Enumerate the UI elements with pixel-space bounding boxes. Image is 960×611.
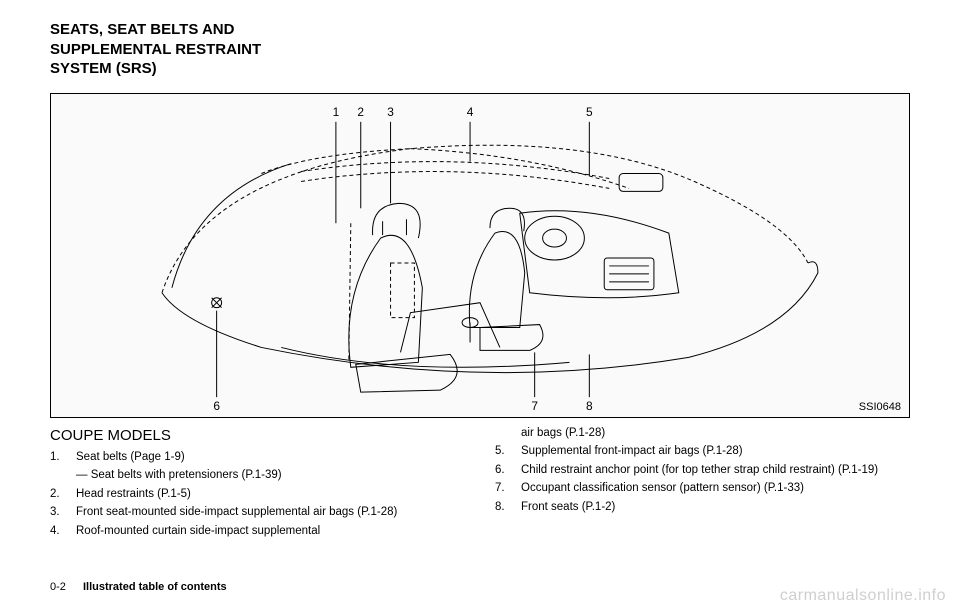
content-columns: COUPE MODELS 1. Seat belts (Page 1-9) — …	[50, 426, 910, 543]
list-item: 7. Occupant classification sensor (patte…	[495, 481, 910, 497]
callout-6: 6	[213, 399, 220, 413]
item-number: 4.	[50, 524, 76, 540]
diagram-container: 1 2 3 4 5 6 7 8 SSI0648	[50, 93, 910, 418]
list-item: 2. Head restraints (P.1-5)	[50, 487, 465, 503]
section-title: COUPE MODELS	[50, 426, 465, 446]
page-number: 0-2	[50, 581, 66, 593]
callout-3: 3	[387, 104, 394, 118]
car-interior-diagram: 1 2 3 4 5 6 7 8	[51, 94, 909, 417]
item-number: 3.	[50, 505, 76, 521]
page-header: SEATS, SEAT BELTS AND SUPPLEMENTAL RESTR…	[50, 20, 910, 79]
item-number: 5.	[495, 444, 521, 460]
callout-8: 8	[586, 399, 593, 413]
list-item: 8. Front seats (P.1-2)	[495, 500, 910, 516]
item-number: 8.	[495, 500, 521, 516]
item-number: 2.	[50, 487, 76, 503]
figure-id: SSI0648	[859, 401, 901, 413]
item-text: Occupant classification sensor (pattern …	[521, 481, 804, 497]
header-line-2: SUPPLEMENTAL RESTRAINT	[50, 40, 910, 60]
item-text: Front seats (P.1-2)	[521, 500, 615, 516]
item-text: Seat belts (Page 1-9)	[76, 450, 185, 466]
header-line-1: SEATS, SEAT BELTS AND	[50, 20, 910, 40]
continuation-text: air bags (P.1-28)	[495, 426, 910, 442]
list-item: 3. Front seat-mounted side-impact supple…	[50, 505, 465, 521]
sub-item: — Seat belts with pretensioners (P.1-39)	[50, 468, 465, 484]
callout-7: 7	[531, 399, 538, 413]
list-item: 1. Seat belts (Page 1-9)	[50, 450, 465, 466]
footer-section: Illustrated table of contents	[83, 581, 227, 593]
callout-4: 4	[467, 104, 474, 118]
item-number: 1.	[50, 450, 76, 466]
item-text: Roof-mounted curtain side-impact supplem…	[76, 524, 320, 540]
callout-5: 5	[586, 104, 593, 118]
watermark: carmanualsonline.info	[780, 587, 946, 605]
list-item: 4. Roof-mounted curtain side-impact supp…	[50, 524, 465, 540]
item-text: Head restraints (P.1-5)	[76, 487, 191, 503]
list-item: 5. Supplemental front-impact air bags (P…	[495, 444, 910, 460]
page-footer: 0-2 Illustrated table of contents	[50, 581, 227, 593]
item-number: 6.	[495, 463, 521, 479]
left-column: COUPE MODELS 1. Seat belts (Page 1-9) — …	[50, 426, 465, 543]
header-line-3: SYSTEM (SRS)	[50, 59, 910, 79]
item-text: Front seat-mounted side-impact supplemen…	[76, 505, 397, 521]
callout-2: 2	[357, 104, 364, 118]
item-text: Supplemental front-impact air bags (P.1-…	[521, 444, 743, 460]
right-column: air bags (P.1-28) 5. Supplemental front-…	[495, 426, 910, 543]
callout-1: 1	[333, 104, 340, 118]
item-text: Child restraint anchor point (for top te…	[521, 463, 878, 479]
item-number: 7.	[495, 481, 521, 497]
list-item: 6. Child restraint anchor point (for top…	[495, 463, 910, 479]
